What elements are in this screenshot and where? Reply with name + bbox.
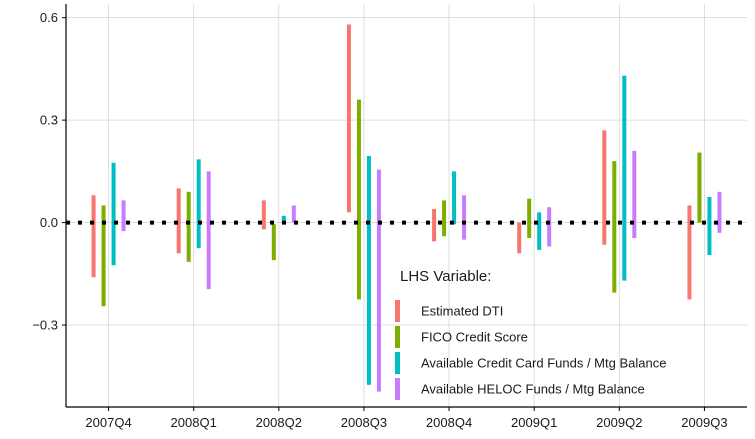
x-tick-label: 2008Q1 xyxy=(171,415,217,430)
range-bar xyxy=(717,191,722,233)
range-bar xyxy=(707,196,712,256)
legend: LHS Variable: Estimated DTI FICO Credit S… xyxy=(395,268,666,400)
x-tick-label: 2009Q3 xyxy=(681,415,727,430)
range-bar xyxy=(261,200,266,230)
range-bar xyxy=(121,200,126,232)
x-tick-label: 2007Q4 xyxy=(85,415,131,430)
y-tick-label: 0.0 xyxy=(40,215,58,230)
legend-label: FICO Credit Score xyxy=(421,330,528,345)
range-bar xyxy=(452,171,457,225)
range-bar xyxy=(442,200,447,237)
range-bar xyxy=(206,171,211,290)
y-tick-label: 0.6 xyxy=(40,10,58,25)
range-bar xyxy=(271,224,276,261)
range-bar xyxy=(101,205,106,307)
range-bar xyxy=(602,130,607,245)
range-bar xyxy=(622,75,627,281)
range-bar xyxy=(376,169,381,392)
x-tick-label: 2009Q2 xyxy=(596,415,642,430)
legend-title: LHS Variable: xyxy=(400,268,491,285)
range-bar xyxy=(632,150,637,238)
range-bar xyxy=(432,208,437,242)
range-bar xyxy=(291,205,296,223)
range-bar xyxy=(612,161,617,293)
range-bar xyxy=(547,207,552,247)
range-bar xyxy=(91,195,96,278)
gridlines xyxy=(66,4,747,407)
range-bar xyxy=(517,222,522,254)
y-tick-label: −0.3 xyxy=(32,318,58,333)
legend-label: Available HELOC Funds / Mtg Balance xyxy=(421,382,645,397)
legend-label: Estimated DTI xyxy=(421,304,503,319)
range-bar xyxy=(366,155,371,385)
range-bars xyxy=(91,24,722,392)
range-bar xyxy=(196,159,201,249)
range-bar xyxy=(346,24,351,213)
y-tick-label: 0.3 xyxy=(40,113,58,128)
legend-key xyxy=(395,326,400,348)
range-bar xyxy=(186,191,191,262)
range-bar xyxy=(111,162,116,266)
range-bar xyxy=(356,99,361,300)
x-tick-label: 2008Q3 xyxy=(341,415,387,430)
range-bar xyxy=(697,152,702,223)
legend-key xyxy=(395,378,400,400)
x-tick-label: 2008Q4 xyxy=(426,415,472,430)
range-bar xyxy=(527,198,532,238)
axes: 0.6 0.3 0.0 −0.3 2007Q4 2008Q1 2008Q2 2008Q3 200… xyxy=(32,4,747,430)
range-bar xyxy=(176,188,181,254)
range-bar xyxy=(687,205,692,300)
legend-label: Available Credit Card Funds / Mtg Balanc… xyxy=(421,356,666,371)
legend-key xyxy=(395,352,400,374)
range-bar xyxy=(537,212,542,250)
range-bar xyxy=(462,195,467,240)
range-bar xyxy=(281,215,286,225)
legend-key xyxy=(395,300,400,322)
x-tick-label: 2008Q2 xyxy=(256,415,302,430)
x-tick-label: 2009Q1 xyxy=(511,415,557,430)
